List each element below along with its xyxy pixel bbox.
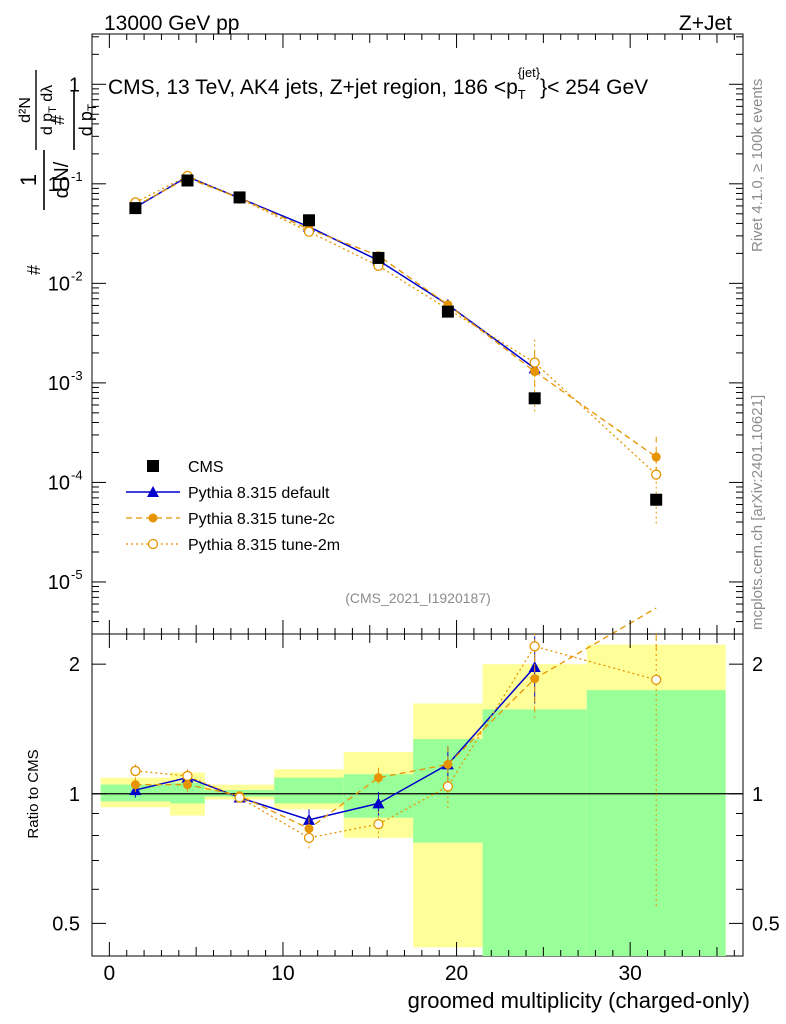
main-series-1: [129, 170, 541, 374]
main-point-0-7: [650, 493, 663, 506]
axes-group: 110 -110 -210 -310 -410 -50 10 20 300.5 0.51 12 2: [48, 34, 780, 985]
header-right: Z+Jet: [679, 12, 732, 35]
main-ytick-label-0: 1: [69, 74, 80, 96]
main-ytick-label-4: 10: [48, 472, 70, 494]
ratio-series-2: [130, 634, 662, 910]
ratio-point-2-3: [303, 832, 315, 844]
svg-text:d²N: d²N: [17, 97, 34, 123]
title-sub: T: [518, 87, 526, 102]
main-ytick-label-2: 10: [48, 273, 70, 295]
main-series-2: [130, 173, 661, 478]
main-point-3-3: [303, 226, 315, 237]
main-point-0-1: [181, 174, 194, 187]
ratio-point-2-7: [651, 674, 662, 685]
ratio-y-axis-label: Ratio to CMS: [25, 749, 42, 838]
main-point-3-7: [651, 469, 662, 480]
rivet-label: Rivet 4.1.0, ≥ 100k events: [749, 79, 766, 252]
main-ytick-exp-4: -4: [71, 467, 83, 482]
svg-text:d pT: d pT: [76, 103, 99, 136]
legend-label-0: CMS: [188, 459, 224, 476]
ratio-point-2-1: [182, 770, 193, 782]
ratio-ytick-label-1: 1: [69, 784, 80, 806]
svg-text:1: 1: [16, 174, 41, 186]
legend: CMS Pythia 8.315 default Pythia 8.315 tune…: [126, 459, 340, 554]
band-green-1: [170, 782, 205, 804]
svg-text:d pT dλ: d pT dλ: [39, 85, 59, 135]
ratio-point-1-5: [443, 759, 453, 769]
main-ytick-label-5: 10: [48, 572, 70, 594]
main-y-axis-label: 1 d N/ # d pT # d²N d pT dλ: [16, 70, 99, 275]
ratio-bands: [100, 644, 726, 956]
xtick-label-1: 10: [271, 962, 294, 985]
legend-marker-1: [147, 486, 159, 497]
ratio-point-1-0: [130, 780, 140, 790]
analysis-id: (CMS_2021_I1920187): [345, 590, 491, 606]
legend-marker-2: [148, 513, 158, 523]
svg-text:d N/: d N/: [51, 161, 73, 198]
main-point-0-4: [372, 251, 385, 264]
ratio-point-1-4: [373, 773, 383, 783]
main-point-0-5: [441, 305, 454, 318]
main-ytick-label-3: 10: [48, 373, 70, 395]
main-ytick-exp-1: -1: [71, 169, 83, 184]
main-series-0: [129, 174, 663, 506]
ratio-point-2-0: [130, 765, 141, 777]
main-point-0-0: [129, 202, 142, 215]
main-ytick-exp-2: -2: [71, 268, 83, 283]
ratio-point-1-3: [304, 824, 314, 834]
main-series-group: [129, 170, 663, 525]
main-ytick-exp-3: -3: [71, 368, 83, 383]
ratio-point-1-6: [530, 674, 540, 684]
ratio-point-1-1: [182, 780, 192, 790]
legend-entry-1: Pythia 8.315 default: [126, 485, 330, 502]
main-line-1: [135, 175, 536, 369]
ratio-point-2-5: [442, 781, 454, 792]
title-sup: {jet}: [518, 65, 541, 80]
title-suffix: }< 254 GeV: [540, 76, 648, 99]
x-axis-label: groomed multiplicity (charged-only): [408, 988, 750, 1013]
main-point-3-6: [529, 357, 540, 368]
main-point-0-6: [528, 392, 541, 405]
legend-entry-3: Pythia 8.315 tune-2m: [126, 537, 340, 554]
ratio-line-2: [135, 645, 657, 839]
legend-marker-0: [147, 460, 159, 472]
ratio-ytick-label-right-0: 0.5: [752, 913, 780, 935]
title-prefix: CMS, 13 TeV, AK4 jets, Z+jet region, 186…: [108, 76, 518, 99]
ratio-ytick-label-right-1: 1: [752, 784, 763, 806]
mcplots-label: mcplots.cern.ch [arXiv:2401.10621]: [749, 395, 766, 630]
band-green-6: [482, 709, 587, 956]
main-line-3: [135, 175, 657, 476]
ratio-ytick-label-2: 2: [69, 654, 80, 676]
main-ytick-label-1: 10: [48, 174, 70, 196]
ratio-line-1: [135, 607, 657, 830]
ratio-series-group: [129, 607, 662, 910]
legend-marker-3: [147, 538, 159, 550]
ratio-point-2-4: [373, 819, 384, 830]
svg-text:#: #: [48, 115, 68, 125]
main-ytick-exp-5: -5: [71, 567, 83, 582]
legend-label-2: Pythia 8.315 tune-2c: [188, 511, 335, 528]
ratio-panel-frame: [91, 633, 744, 957]
xtick-label-2: 20: [445, 962, 468, 985]
main-point-0-3: [303, 214, 315, 227]
xtick-label-3: 30: [618, 962, 641, 985]
main-line-2: [135, 177, 657, 458]
ratio-point-0-4: [372, 797, 385, 809]
legend-label-1: Pythia 8.315 default: [188, 485, 330, 502]
ratio-point-2-2: [234, 792, 245, 803]
header-left: 13000 GeV pp: [104, 12, 239, 35]
ratio-point-2-6: [529, 641, 540, 652]
ratio-ytick-label-0: 0.5: [52, 913, 80, 935]
legend-entry-2: Pythia 8.315 tune-2c: [126, 511, 335, 528]
main-title: CMS, 13 TeV, AK4 jets, Z+jet region, 186…: [108, 65, 648, 102]
legend-entry-0: CMS: [147, 459, 224, 476]
band-green-3: [274, 777, 344, 804]
xtick-label-0: 0: [104, 962, 116, 985]
svg-text:#: #: [24, 265, 44, 275]
legend-label-3: Pythia 8.315 tune-2m: [188, 537, 340, 554]
main-point-0-2: [233, 191, 246, 204]
ratio-ytick-label-right-2: 2: [752, 654, 763, 676]
